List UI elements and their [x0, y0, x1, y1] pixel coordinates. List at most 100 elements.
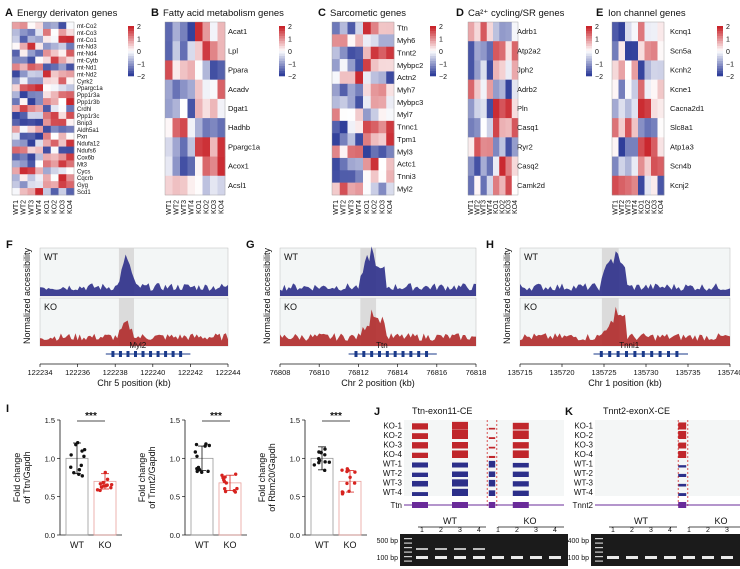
gene-label: Kcne1: [670, 85, 691, 94]
heatmap-cell: [644, 79, 652, 100]
heatmap-cell: [631, 118, 639, 138]
data-point: [233, 472, 238, 476]
heatmap-cell: [493, 98, 500, 119]
heatmap-cell: [43, 56, 52, 64]
lane-label: 4: [553, 527, 557, 534]
gene-exon: [354, 351, 358, 357]
heatmap-cell: [195, 118, 203, 138]
gene-label: mt-Nd4: [77, 52, 97, 58]
track-label: KO: [524, 302, 537, 312]
heatmap-cell: [355, 34, 364, 48]
coverage-bar: [488, 479, 496, 487]
heatmap-cell: [50, 153, 59, 161]
heatmap-cell: [27, 84, 36, 92]
heatmap-cell: [332, 71, 341, 85]
tick-label: 135735: [675, 368, 700, 377]
heatmap-cell: [43, 188, 52, 196]
scale-tick: −2: [439, 74, 447, 81]
heatmap-cell: [50, 181, 59, 189]
heatmap-cell: [180, 41, 188, 61]
scale-tick: 1: [595, 37, 599, 44]
tick-label: 122234: [27, 368, 52, 377]
heatmap-cell: [618, 98, 626, 119]
tick-label: 135730: [633, 368, 658, 377]
tick-label: 122244: [215, 368, 240, 377]
heatmap-cell: [505, 156, 513, 177]
heatmap-cell: [612, 118, 619, 138]
heatmap-cell: [480, 175, 488, 196]
heatmap-cell: [631, 41, 639, 61]
heatmap-cell: [505, 98, 513, 119]
heatmap-cell: [486, 137, 494, 157]
sample-label: KO4: [387, 200, 394, 214]
data-point: [69, 465, 73, 469]
heatmap-cell: [486, 118, 494, 138]
heatmap-cell: [486, 156, 494, 177]
heatmap-cell: [638, 175, 645, 196]
heatmap-cell: [58, 111, 67, 120]
gene-exon: [616, 351, 620, 357]
panel-letter: H: [486, 239, 494, 251]
heatmap-cell: [474, 118, 481, 138]
heatmap-cell: [618, 79, 626, 100]
scale-tick: 1: [439, 37, 443, 44]
scale-segment: [128, 73, 134, 77]
gene-exon: [156, 351, 160, 357]
scale-segment: [586, 68, 592, 72]
heatmap-cell: [363, 145, 372, 159]
coverage-bar: [512, 450, 529, 458]
heatmap-cell: [644, 156, 652, 177]
heatmap-cell: [347, 170, 356, 183]
panel-letter: K: [565, 406, 573, 418]
tick-label: 76812: [348, 368, 369, 377]
lane-label: 3: [458, 527, 462, 534]
data-point: [109, 482, 114, 487]
heatmap-cell: [499, 41, 506, 61]
qpcr-chart: Fold change of Ttn/Gapdh 0.0 0.5 1.0 1.5 WT KO *…: [12, 411, 122, 550]
tick-label: 76818: [466, 368, 487, 377]
data-point: [200, 470, 204, 474]
heatmap-cell: [19, 22, 28, 30]
heatmap-cell: [58, 188, 67, 196]
scale-segment: [717, 48, 723, 52]
heatmap-cell: [19, 118, 28, 127]
heatmap-cell: [187, 22, 196, 42]
heatmap-cell: [172, 41, 181, 61]
heatmap-cell: [378, 108, 387, 122]
heatmap-cell: [474, 79, 481, 100]
scale-segment: [430, 48, 436, 52]
heatmap-cell: [58, 174, 67, 182]
gene-label: Ndufa12: [77, 142, 100, 148]
gene-exon: [641, 351, 645, 357]
heatmap-cell: [66, 49, 75, 57]
heatmap-cell: [187, 98, 196, 119]
heatmap-cell: [363, 46, 372, 60]
heatmap-cell: [355, 120, 364, 134]
heatmap-cell: [210, 118, 218, 138]
heatmap-cell: [217, 175, 226, 196]
heatmap-cell: [612, 98, 619, 119]
scale-segment: [586, 46, 592, 49]
gel-band: [454, 548, 466, 550]
scale-segment: [279, 43, 285, 47]
category-label: KO: [223, 540, 236, 550]
scale-segment: [128, 66, 134, 69]
heatmap-cell: [12, 63, 21, 71]
heatmap-cell: [27, 139, 36, 147]
heatmap-cell: [58, 63, 67, 71]
heatmap-cell: [58, 167, 67, 175]
heatmap-cell: [180, 98, 188, 119]
heatmap-cell: [27, 153, 36, 161]
heatmap-cell: [35, 139, 44, 147]
heatmap-cell: [165, 98, 173, 119]
gene-label: mt-Co2: [77, 24, 97, 30]
heatmap-cell: [35, 160, 44, 168]
row-label: KO-1: [383, 422, 402, 431]
gene-label: Pln: [517, 104, 528, 113]
heatmap-cell: [27, 118, 36, 127]
sample-label: WT2: [619, 200, 626, 215]
scale-segment: [586, 41, 592, 44]
heatmap-cell: [493, 22, 500, 42]
heatmap-cell: [378, 182, 387, 196]
sample-label: WT3: [181, 200, 188, 215]
